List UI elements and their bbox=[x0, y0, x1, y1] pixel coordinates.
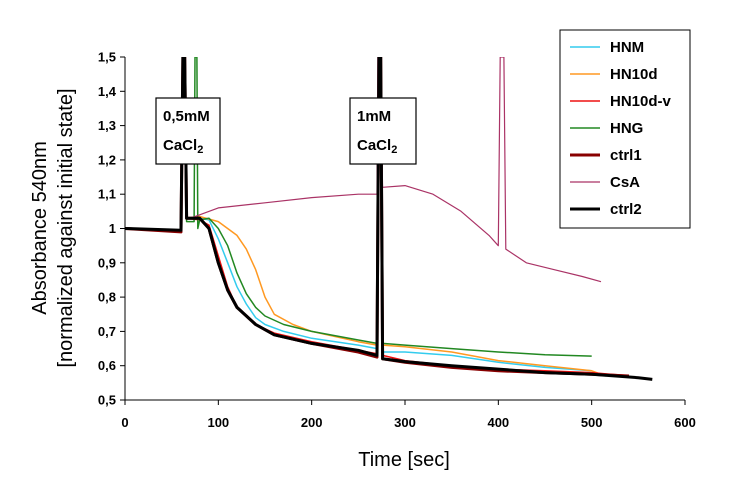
legend-label: HN10d bbox=[610, 66, 658, 83]
y-tick-label: 1,5 bbox=[98, 50, 116, 65]
series-line-HNG bbox=[125, 57, 592, 357]
legend-label: HNM bbox=[610, 39, 644, 56]
y-axis-subtitle: [normalized against initial state] bbox=[55, 88, 77, 367]
y-tick-label: 0,7 bbox=[98, 324, 116, 339]
legend-label: CsA bbox=[610, 174, 640, 191]
series-layer bbox=[125, 57, 653, 381]
x-tick-label: 200 bbox=[301, 415, 323, 430]
legend-label: ctrl1 bbox=[610, 147, 642, 164]
annotation-concentration: 1mM bbox=[357, 108, 391, 125]
axes-layer: 0,5 0,6 0,7 0,8 0,9 1 1,1 1,2 1,3 1,4 1,5 0 100 200 30… bbox=[98, 50, 696, 431]
annotation-box: 1mM CaCl2 bbox=[349, 97, 417, 165]
annotation-compound: CaCl2 bbox=[163, 137, 203, 156]
x-tick-label: 100 bbox=[207, 415, 229, 430]
legend-label: ctrl2 bbox=[610, 201, 642, 218]
legend-item-HN10d: HN10d bbox=[570, 66, 658, 83]
x-tick-label: 500 bbox=[581, 415, 603, 430]
x-tick-label: 0 bbox=[121, 415, 128, 430]
legend-label: HN10d-v bbox=[610, 93, 672, 110]
annotation-compound: CaCl2 bbox=[357, 137, 397, 156]
y-tick-label: 1,2 bbox=[98, 152, 116, 167]
legend-label: HNG bbox=[610, 120, 643, 137]
y-tick-label: 1 bbox=[109, 221, 116, 236]
x-tick-label: 600 bbox=[674, 415, 696, 430]
y-tick-label: 0,9 bbox=[98, 255, 116, 270]
legend-item-HNM: HNM bbox=[570, 39, 644, 56]
annotation-layer: 0,5mM CaCl2 1mM CaCl2 bbox=[155, 97, 417, 165]
annotation-concentration: 0,5mM bbox=[163, 108, 210, 125]
annotation-box: 0,5mM CaCl2 bbox=[155, 97, 221, 165]
y-tick-label: 0,5 bbox=[98, 393, 116, 408]
y-tick-label: 1,4 bbox=[98, 84, 117, 99]
x-axis-title: Time [sec] bbox=[358, 449, 450, 471]
legend-item-CsA: CsA bbox=[570, 174, 640, 191]
legend-item-ctrl1: ctrl1 bbox=[570, 147, 642, 164]
legend-box bbox=[559, 29, 691, 229]
y-tick-label: 1,3 bbox=[98, 118, 116, 133]
y-tick-label: 0,8 bbox=[98, 290, 116, 305]
x-tick-label: 400 bbox=[487, 415, 509, 430]
y-tick-label: 1,1 bbox=[98, 187, 116, 202]
legend-item-HN10d-v: HN10d-v bbox=[570, 93, 672, 110]
series-line-ctrl2 bbox=[125, 57, 653, 381]
y-axis-title: Absorbance 540nm bbox=[29, 141, 51, 314]
y-tick-label: 0,6 bbox=[98, 358, 116, 373]
legend-item-ctrl2: ctrl2 bbox=[570, 201, 642, 218]
x-tick-label: 300 bbox=[394, 415, 416, 430]
legend-item-HNG: HNG bbox=[570, 120, 643, 137]
legend: HNM HN10d HN10d-v HNG ctrl1 CsA ctrl2 bbox=[559, 29, 691, 229]
